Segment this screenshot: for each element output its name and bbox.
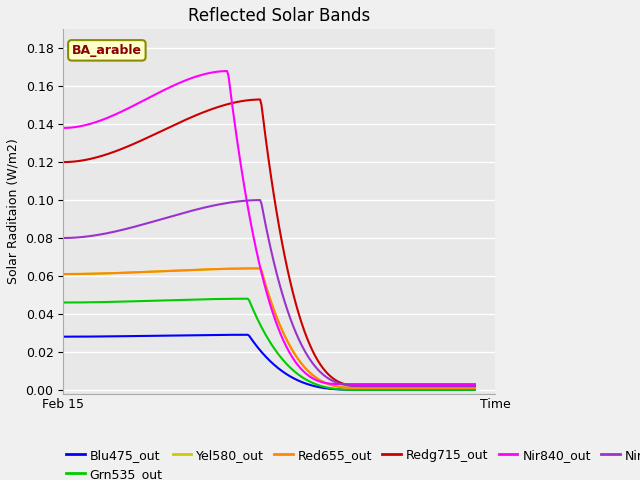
Y-axis label: Solar Raditaion (W/m2): Solar Raditaion (W/m2)	[7, 139, 20, 284]
Red655_out	[313, 375, 321, 381]
Red655_out	[471, 385, 479, 391]
Yel580_out	[305, 368, 312, 374]
Yel580_out	[60, 271, 67, 277]
Redg715_out	[361, 383, 369, 389]
Yel580_out	[256, 265, 264, 271]
Blu475_out	[471, 387, 479, 393]
Yel580_out	[306, 370, 314, 375]
Nir945_out	[61, 235, 68, 241]
Nir945_out	[305, 354, 312, 360]
Grn535_out	[61, 300, 68, 305]
Text: BA_arable: BA_arable	[72, 44, 142, 57]
Red655_out	[356, 385, 364, 391]
Line: Nir945_out: Nir945_out	[63, 200, 475, 386]
Nir840_out	[471, 381, 479, 387]
Nir840_out	[340, 381, 348, 387]
Line: Nir840_out: Nir840_out	[63, 71, 475, 384]
Redg715_out	[313, 356, 321, 361]
Red655_out	[306, 370, 314, 375]
Line: Yel580_out: Yel580_out	[63, 268, 475, 388]
Grn535_out	[60, 300, 67, 305]
Grn535_out	[471, 387, 479, 393]
Blu475_out	[61, 334, 68, 339]
Nir840_out	[305, 372, 312, 378]
Grn535_out	[313, 382, 321, 387]
Yel580_out	[409, 385, 417, 391]
Nir840_out	[306, 373, 314, 379]
Yel580_out	[61, 271, 68, 277]
Redg715_out	[409, 383, 417, 389]
Line: Redg715_out: Redg715_out	[63, 99, 475, 386]
Title: Reflected Solar Bands: Reflected Solar Bands	[188, 7, 371, 25]
Redg715_out	[60, 159, 67, 165]
Blu475_out	[244, 332, 252, 337]
Nir945_out	[435, 383, 443, 389]
Yel580_out	[313, 375, 321, 381]
Yel580_out	[471, 385, 479, 391]
Nir840_out	[223, 68, 231, 74]
Red655_out	[256, 265, 264, 271]
Nir945_out	[313, 365, 321, 371]
Yel580_out	[435, 385, 443, 391]
Grn535_out	[409, 387, 417, 393]
Nir840_out	[409, 381, 417, 387]
Grn535_out	[306, 379, 314, 384]
Blu475_out	[356, 387, 364, 393]
Redg715_out	[61, 159, 68, 165]
Red655_out	[60, 271, 67, 277]
Grn535_out	[356, 387, 364, 393]
Blu475_out	[60, 334, 67, 339]
Nir945_out	[361, 383, 369, 389]
Line: Blu475_out: Blu475_out	[63, 335, 475, 390]
Red655_out	[409, 385, 417, 391]
Redg715_out	[471, 383, 479, 389]
Line: Grn535_out: Grn535_out	[63, 299, 475, 390]
Nir840_out	[60, 125, 67, 131]
Nir945_out	[471, 383, 479, 389]
Line: Red655_out: Red655_out	[63, 268, 475, 388]
Nir945_out	[256, 197, 264, 203]
Grn535_out	[305, 378, 312, 384]
Legend: Blu475_out, Grn535_out, Yel580_out, Red655_out, Redg715_out, Nir840_out, Nir945_: Blu475_out, Grn535_out, Yel580_out, Red6…	[61, 444, 640, 480]
Nir945_out	[409, 383, 417, 389]
Nir840_out	[435, 381, 443, 387]
Red655_out	[61, 271, 68, 277]
Blu475_out	[313, 384, 321, 389]
Nir840_out	[61, 125, 68, 131]
Nir945_out	[60, 235, 67, 241]
Redg715_out	[435, 383, 443, 389]
Redg715_out	[305, 338, 312, 344]
Grn535_out	[244, 296, 252, 301]
Red655_out	[305, 368, 312, 374]
Nir945_out	[306, 356, 314, 362]
Nir840_out	[313, 377, 321, 383]
Redg715_out	[306, 342, 314, 348]
Grn535_out	[435, 387, 443, 393]
Blu475_out	[435, 387, 443, 393]
Blu475_out	[306, 382, 314, 388]
Red655_out	[435, 385, 443, 391]
Blu475_out	[305, 382, 312, 387]
Yel580_out	[356, 385, 364, 391]
Blu475_out	[409, 387, 417, 393]
Redg715_out	[256, 96, 264, 102]
